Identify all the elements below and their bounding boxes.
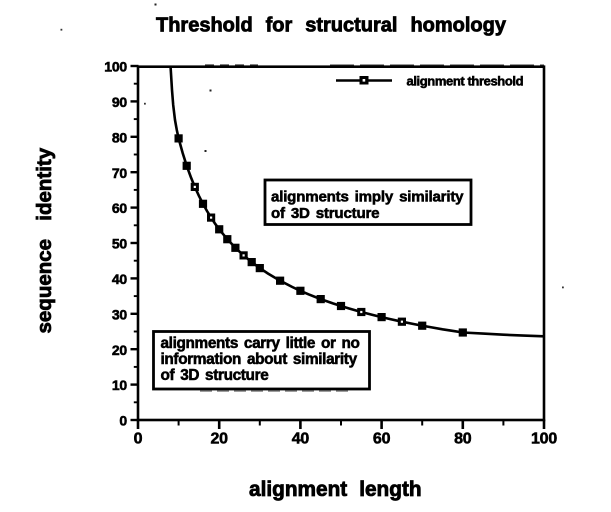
svg-text:30: 30	[112, 306, 128, 322]
svg-text:of 3D structure: of 3D structure	[271, 205, 379, 222]
svg-text:0: 0	[119, 413, 127, 429]
svg-text:information about similarity: information about similarity	[161, 351, 358, 368]
svg-text:100: 100	[104, 59, 127, 75]
svg-text:70: 70	[112, 165, 128, 181]
svg-text:80: 80	[112, 129, 128, 145]
svg-text:alignments carry little or no: alignments carry little or no	[161, 335, 360, 352]
svg-text:alignments imply similarity: alignments imply similarity	[271, 189, 464, 206]
svg-text:40: 40	[292, 431, 310, 448]
svg-text:sequence identity: sequence identity	[33, 147, 56, 333]
svg-text:50: 50	[112, 236, 128, 252]
svg-text:20: 20	[112, 342, 128, 358]
svg-text:60: 60	[373, 431, 391, 448]
svg-text:90: 90	[112, 94, 128, 110]
svg-text:40: 40	[112, 271, 128, 287]
svg-text:100: 100	[531, 431, 557, 448]
svg-text:60: 60	[112, 200, 128, 216]
svg-text:alignment threshold: alignment threshold	[407, 73, 524, 88]
svg-text:Threshold for structural homol: Threshold for structural homology	[156, 15, 507, 37]
svg-text:of 3D structure: of 3D structure	[161, 367, 270, 384]
svg-text:10: 10	[112, 377, 128, 393]
svg-text:alignment length: alignment length	[249, 478, 422, 501]
svg-text:0: 0	[134, 431, 143, 448]
svg-text:80: 80	[454, 431, 472, 448]
svg-text:20: 20	[210, 431, 228, 448]
